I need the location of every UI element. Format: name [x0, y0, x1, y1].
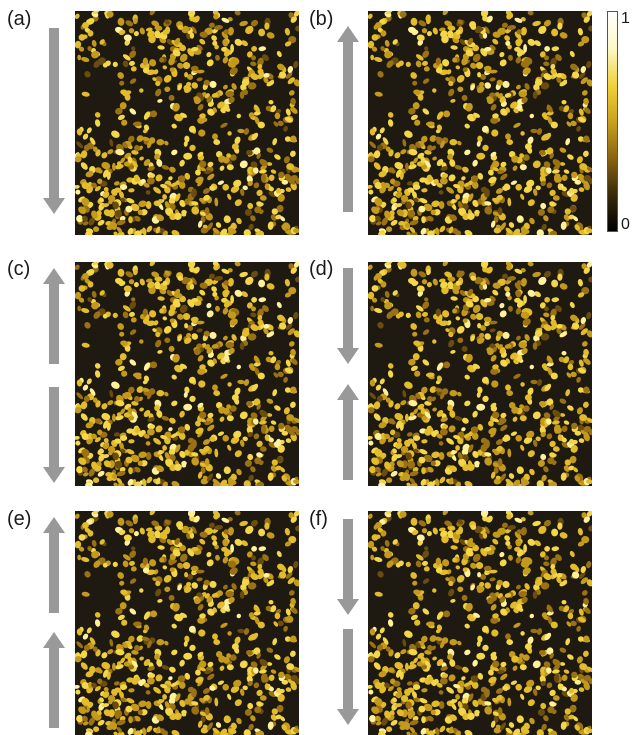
cell-pattern [368, 511, 592, 735]
panel-label-d: (d) [309, 258, 334, 280]
microscopy-image-d [368, 262, 592, 486]
up-arrow-icon [43, 632, 65, 728]
arrow-d-1 [337, 268, 359, 364]
down-arrow-icon [337, 629, 359, 725]
arrow-f-1 [337, 519, 359, 615]
up-arrow-icon [337, 384, 359, 480]
arrow-a-1 [43, 28, 65, 214]
cell-pattern [75, 262, 299, 486]
colorbar-max-label: 1 [621, 10, 630, 27]
microscopy-image-f [368, 511, 592, 735]
panel-label-f: (f) [309, 508, 328, 530]
arrow-c-2 [43, 387, 65, 483]
panel-label-c: (c) [7, 258, 31, 280]
microscopy-image-c [75, 262, 299, 486]
cell-pattern [368, 262, 592, 486]
cell-pattern [75, 11, 299, 235]
up-arrow-icon [43, 268, 65, 364]
arrow-c-1 [43, 268, 65, 364]
down-arrow-icon [337, 519, 359, 615]
cell-pattern [75, 511, 299, 735]
down-arrow-icon [337, 268, 359, 364]
microscopy-image-b [368, 11, 592, 235]
down-arrow-icon [43, 28, 65, 214]
microscopy-image-e [75, 511, 299, 735]
down-arrow-icon [43, 387, 65, 483]
panel-label-b: (b) [309, 8, 334, 30]
arrow-e-2 [43, 632, 65, 728]
microscopy-image-a [75, 11, 299, 235]
cell-pattern [368, 11, 592, 235]
arrow-b-1 [337, 26, 359, 212]
colorbar [607, 11, 618, 232]
panel-label-a: (a) [7, 8, 32, 30]
up-arrow-icon [337, 26, 359, 212]
up-arrow-icon [43, 517, 65, 613]
panel-label-e: (e) [7, 508, 32, 530]
arrow-f-2 [337, 629, 359, 725]
arrow-d-2 [337, 384, 359, 480]
colorbar-min-label: 0 [621, 216, 630, 233]
arrow-e-1 [43, 517, 65, 613]
